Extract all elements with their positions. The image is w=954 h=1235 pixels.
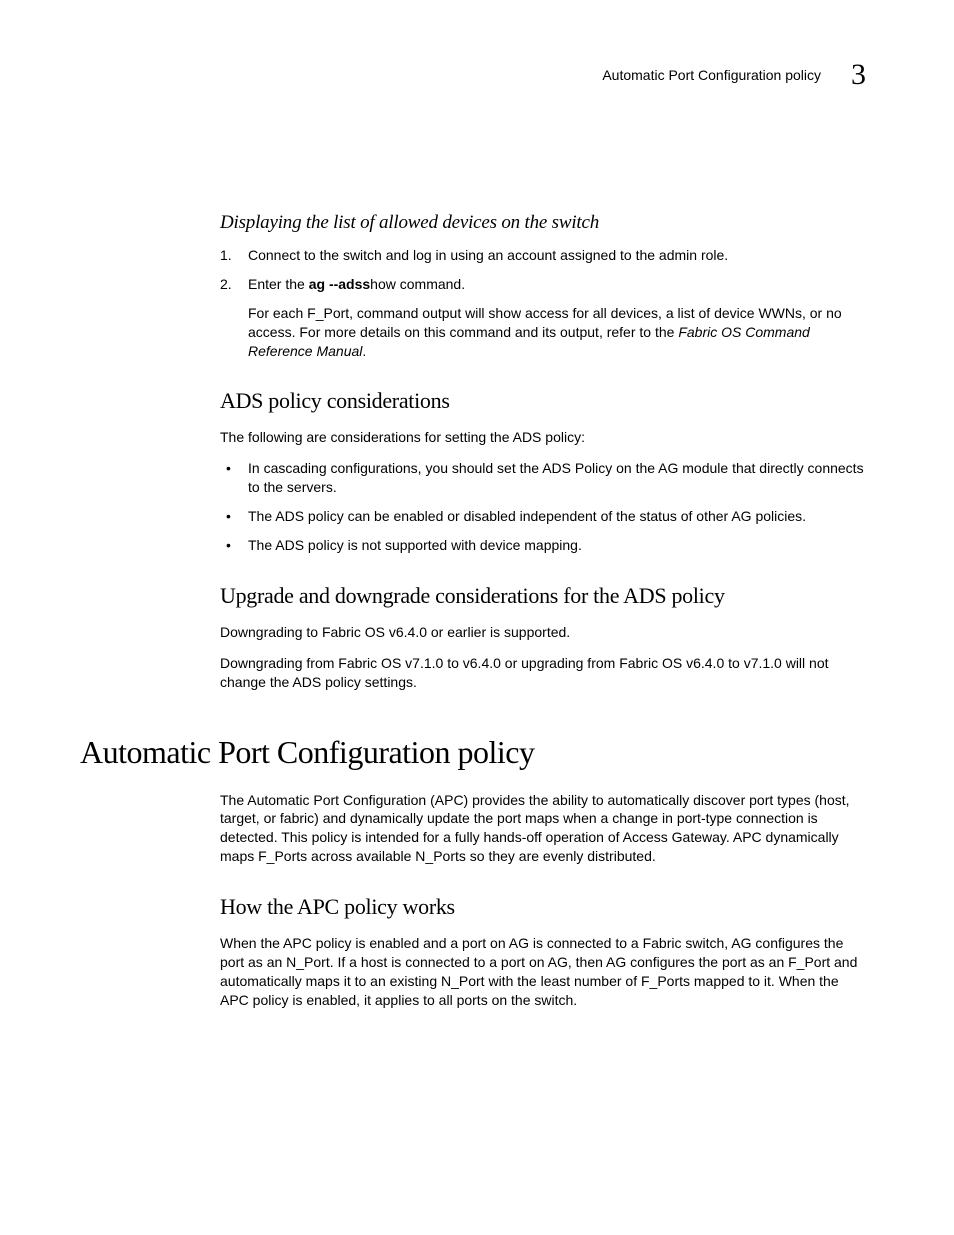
list-item: The ADS policy is not supported with dev…	[220, 536, 864, 555]
running-header: Automatic Port Configuration policy 3	[80, 58, 874, 92]
step-2: Enter the ag ‑‑adsshow command. For each…	[220, 275, 864, 361]
step-2-suffix: command.	[396, 276, 465, 292]
how-p1: When the APC policy is enabled and a por…	[220, 934, 864, 1010]
heading-how-apc-works: How the APC policy works	[220, 894, 864, 920]
heading-ads-considerations: ADS policy considerations	[220, 388, 864, 414]
step-2-extra: For each F_Port, command output will sho…	[248, 304, 864, 361]
running-title: Automatic Port Configuration policy	[602, 67, 821, 83]
step-2-extra-b: .	[362, 343, 366, 359]
step-2-prefix: Enter the	[248, 276, 309, 292]
list-item: In cascading configurations, you should …	[220, 459, 864, 497]
upgrade-p1: Downgrading to Fabric OS v6.4.0 or earli…	[220, 623, 864, 642]
step-2-cmd-b: ‑‑adss	[329, 276, 370, 292]
apc-p1: The Automatic Port Configuration (APC) p…	[220, 791, 864, 867]
chapter-number: 3	[851, 58, 866, 92]
ads-considerations-list: In cascading configurations, you should …	[220, 459, 864, 555]
heading-apc-policy: Automatic Port Configuration policy	[80, 734, 864, 771]
ads-considerations-intro: The following are considerations for set…	[220, 428, 864, 447]
step-2-cmd-a: ag	[309, 276, 329, 292]
step-1: Connect to the switch and log in using a…	[220, 246, 864, 265]
list-item: The ADS policy can be enabled or disable…	[220, 507, 864, 526]
step-2-cmd-c: how	[370, 276, 396, 292]
steps-displaying: Connect to the switch and log in using a…	[220, 246, 864, 360]
heading-displaying-allowed-devices: Displaying the list of allowed devices o…	[220, 212, 864, 234]
heading-upgrade-downgrade: Upgrade and downgrade considerations for…	[220, 583, 864, 609]
upgrade-p2: Downgrading from Fabric OS v7.1.0 to v6.…	[220, 654, 864, 692]
